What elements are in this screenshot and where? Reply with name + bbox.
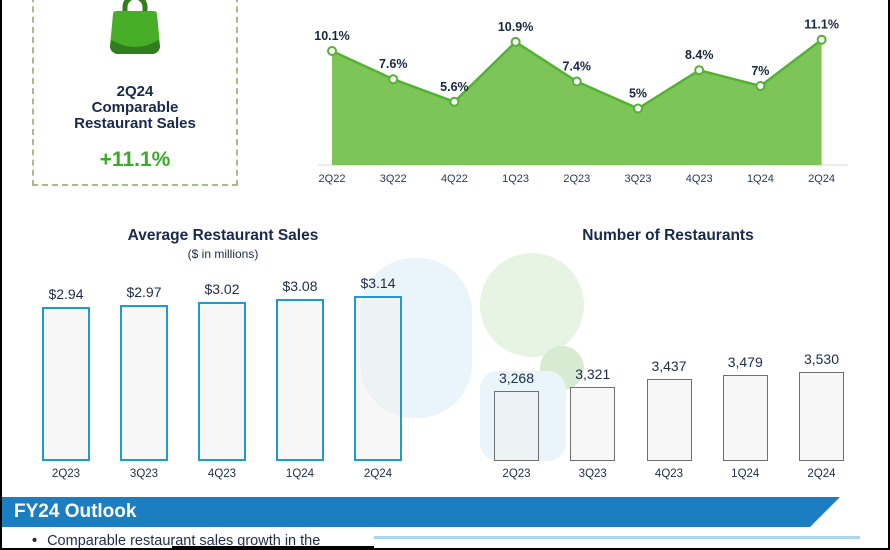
bar-value-label: $2.97 <box>126 283 162 300</box>
restaurant-count-bar-chart: 3,268 2Q23 3,321 3Q23 3,437 4Q23 3,479 1Q24 3,53… <box>494 270 844 480</box>
point-label: 5% <box>629 87 647 101</box>
x-tick-label: 1Q23 <box>502 173 529 185</box>
bar-value-label: 3,268 <box>498 370 535 387</box>
restaurant-count-chart-header: Number of Restaurants <box>490 227 846 245</box>
shopping-bag-icon <box>110 0 160 54</box>
bar-column: 3,321 3Q23 <box>570 366 616 480</box>
bar-column: $3.02 4Q23 <box>198 281 246 480</box>
bar <box>120 304 168 461</box>
bar-axis-label: 2Q23 <box>502 468 531 480</box>
bar <box>354 296 402 461</box>
data-point <box>327 46 337 56</box>
bar-axis-label: 2Q23 <box>51 468 81 480</box>
bar-axis-label: 1Q24 <box>731 468 760 480</box>
bar-column: 3,479 1Q24 <box>722 354 768 480</box>
fy24-outlook-banner: FY24 Outlook <box>2 497 840 527</box>
x-tick-label: 2Q22 <box>319 173 346 185</box>
highlight-card-line3: Restaurant Sales <box>74 115 196 132</box>
x-tick-label: 2Q23 <box>563 173 590 185</box>
bar-axis-label: 4Q23 <box>654 468 684 480</box>
data-point <box>388 74 399 85</box>
bar <box>570 387 616 461</box>
bar-column: $3.14 2Q24 <box>354 275 402 480</box>
data-point <box>510 36 521 47</box>
bar-column: $3.08 1Q24 <box>276 278 324 480</box>
data-point <box>449 96 460 107</box>
bar <box>646 378 692 461</box>
bar <box>198 302 246 461</box>
point-label: 10.9% <box>498 20 533 34</box>
avg-sales-title: Average Restaurant Sales <box>127 227 319 244</box>
bar <box>42 306 90 461</box>
x-tick-label: 3Q23 <box>625 173 652 185</box>
cutoff-black-element <box>172 546 374 548</box>
bar-value-label: $3.02 <box>204 281 240 298</box>
data-point <box>816 34 827 45</box>
bar <box>276 299 324 461</box>
avg-sales-bar-chart: $2.94 2Q23 $2.97 3Q23 $3.02 4Q23 $3.08 1Q24 $3.1… <box>42 270 402 480</box>
bar <box>494 391 539 461</box>
point-label: 7.6% <box>379 57 408 71</box>
bar-axis-label: 3Q23 <box>578 468 607 480</box>
fy24-outlook-title: FY24 Outlook <box>14 501 137 522</box>
bar-value-label: $3.14 <box>360 275 396 291</box>
point-label: 10.1% <box>314 29 349 43</box>
bar-column: $2.94 2Q23 <box>42 285 90 480</box>
avg-sales-subtitle: ($ in millions) <box>187 247 259 261</box>
bar-axis-label: 2Q24 <box>807 468 836 480</box>
bar-value-label: 3,530 <box>803 350 840 367</box>
comp-sales-highlight-card: 2Q24 Comparable Restaurant Sales +11.1% <box>32 0 238 186</box>
bar-value-label: 3,479 <box>727 354 763 371</box>
outlook-bullet-item: • Comparable restaurant sales growth in … <box>32 533 321 549</box>
cutoff-box-top-border <box>374 536 860 539</box>
bar-value-label: 3,321 <box>575 366 611 383</box>
x-tick-label: 4Q23 <box>686 173 713 185</box>
avg-sales-chart-header: Average Restaurant Sales ($ in millions) <box>38 227 408 261</box>
bullet-icon: • <box>32 533 38 549</box>
point-label: 5.6% <box>440 80 469 94</box>
bar-column: $2.97 3Q23 <box>120 284 168 480</box>
bar-axis-label: 4Q23 <box>207 468 237 480</box>
bar-value-label: $2.94 <box>48 285 84 302</box>
bar-value-label: 3,437 <box>651 357 687 374</box>
bar-axis-label: 1Q24 <box>285 468 315 480</box>
comp-sales-trend-chart: 10.1% 2Q22 7.6% 3Q22 5.6% 4Q22 10.9% 1Q23 7.4% 2Q… <box>314 18 848 185</box>
x-tick-label: 4Q22 <box>441 173 468 185</box>
highlight-card-line2: Comparable <box>91 99 179 116</box>
x-tick-label: 2Q24 <box>808 173 835 185</box>
outlook-bullet-text: Comparable restaurant sales growth in th… <box>47 533 321 549</box>
data-point <box>694 65 705 76</box>
bar-column: 3,530 2Q24 <box>799 350 844 480</box>
comp-sales-highlight-value: +11.1% <box>99 148 171 171</box>
bar-axis-label: 2Q24 <box>363 468 393 480</box>
point-label: 7.4% <box>563 60 592 74</box>
point-label: 11.1% <box>804 18 839 32</box>
highlight-card-title: 2Q24 Comparable Restaurant Sales <box>74 84 196 132</box>
point-label: 7% <box>751 64 769 78</box>
x-tick-label: 1Q24 <box>747 173 774 185</box>
bar <box>722 375 768 461</box>
bar-value-label: $3.08 <box>282 278 318 295</box>
bar-axis-label: 3Q23 <box>129 468 159 480</box>
highlight-card-quarter: 2Q24 <box>116 83 154 100</box>
restaurant-count-title: Number of Restaurants <box>582 227 754 244</box>
bar-column: 3,268 2Q23 <box>494 370 539 480</box>
point-label: 8.4% <box>685 48 714 62</box>
x-tick-label: 3Q22 <box>380 173 407 185</box>
bar-column: 3,437 4Q23 <box>646 357 692 480</box>
data-point <box>633 103 643 114</box>
data-point <box>571 76 582 87</box>
data-point <box>755 81 766 91</box>
bar <box>799 371 844 461</box>
